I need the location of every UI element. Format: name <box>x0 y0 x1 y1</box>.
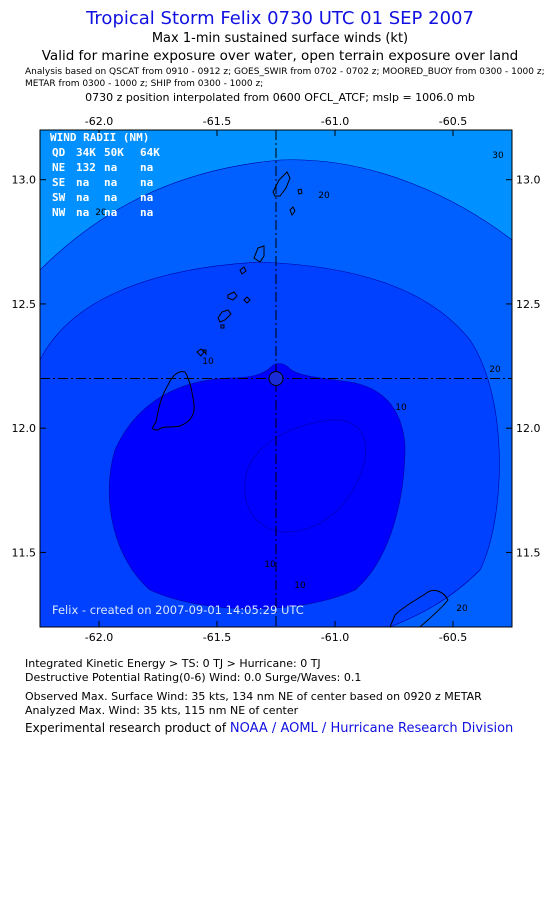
islet-2-coastline <box>289 206 296 217</box>
map-axes: -62.0 -62.0 -61.5 -61.5 -61.0 -61.0 -60.5 -60.5… <box>12 115 541 644</box>
contour-label: 30 <box>492 151 504 161</box>
y-tick-label: 13.0 <box>516 174 541 187</box>
wind-radii-cell: na <box>140 161 153 174</box>
wind-radii-cell: NE <box>52 161 65 174</box>
analyzed-max-wind: Analyzed Max. Wind: 35 kts, 115 nm NE of… <box>25 704 299 717</box>
wind-radii-header-cell: 50K <box>104 146 124 159</box>
wind-radii-title: WIND RADII (NM) <box>50 131 149 144</box>
x-tick-label: -61.5 <box>203 115 231 128</box>
position-line: 0730 z position interpolated from 0600 O… <box>85 91 475 104</box>
tobago-coastline <box>389 589 449 627</box>
contour-label: 10 <box>395 403 407 413</box>
wind-radii-table: WIND RADII (NM) QD 34K 50K 64K NE 132 na na SE na… <box>50 131 160 219</box>
st-vincent-coastline <box>272 171 291 197</box>
ike-line: Integrated Kinetic Energy > TS: 0 TJ > H… <box>25 657 321 670</box>
wind-radii-cell: NW <box>52 206 66 219</box>
coastlines <box>152 171 449 627</box>
credit-line: Experimental research product of NOAA / … <box>25 721 513 736</box>
wind-radii-cell: na <box>76 206 89 219</box>
map-subtitle: Max 1-min sustained surface winds (kt) <box>151 31 409 46</box>
wind-radii-cell: SW <box>52 191 66 204</box>
map-title: Tropical Storm Felix 0730 UTC 01 SEP 200… <box>86 8 474 29</box>
contour-label: 10 <box>294 581 306 591</box>
x-tick-label: -60.5 <box>439 115 467 128</box>
wind-radii-header-cell: 64K <box>140 146 160 159</box>
y-tick-label: 12.5 <box>516 298 541 311</box>
carriacou-coastline <box>196 348 207 357</box>
wind-radii-cell: na <box>104 176 117 189</box>
wind-radii-cell: na <box>140 191 153 204</box>
wind-radii-header: QD 34K 50K 64K <box>52 146 160 159</box>
grenadines-mid-coastline <box>227 291 251 304</box>
contour-labels: 10 10 10 10 20 20 20 20 30 <box>95 151 504 614</box>
islet-coastline <box>297 188 303 195</box>
y-tick-label: 12.0 <box>516 422 541 435</box>
wind-radii-cell: na <box>104 161 117 174</box>
contour-label: 20 <box>95 208 107 218</box>
wind-radii-cell: 132 <box>76 161 96 174</box>
wind-radii-header-cell: QD <box>52 146 66 159</box>
bequia-coastline <box>253 245 265 263</box>
y-tick-label: 13.0 <box>12 174 37 187</box>
analysis-sources: Analysis based on QSCAT from 0910 - 0912… <box>25 66 545 90</box>
x-tick-label: -60.5 <box>439 631 467 644</box>
wind-contours: 10 10 10 10 20 20 20 20 30 <box>40 130 512 627</box>
y-tick-label: 11.5 <box>516 546 541 559</box>
storm-center-marker <box>268 371 284 386</box>
contour-label: 10 <box>264 560 276 570</box>
wind-radii-header-cell: 34K <box>76 146 96 159</box>
wind-radii-cell: na <box>76 176 89 189</box>
wind-radii-cell: SE <box>52 176 65 189</box>
observed-max-wind: Observed Max. Surface Wind: 35 kts, 134 … <box>25 690 482 703</box>
credit-prefix: Experimental research product of <box>25 721 230 735</box>
wind-core <box>244 419 367 533</box>
wind-radii-cell: na <box>140 206 153 219</box>
map-credit: Felix - created on 2007-09-01 14:05:29 U… <box>52 603 304 617</box>
hrd-link[interactable]: NOAA / AOML / Hurricane Research Divisio… <box>229 721 514 736</box>
wind-radii-cell: na <box>104 206 117 219</box>
x-tick-label: -61.0 <box>321 115 349 128</box>
valid-for-line: Valid for marine exposure over water, op… <box>41 48 519 64</box>
wind-radii-cell: na <box>104 191 117 204</box>
wind-radii-row: NE 132 na na <box>52 161 153 174</box>
x-tick-label: -62.0 <box>85 115 113 128</box>
storm-center-crosshair <box>40 130 512 627</box>
grenada-coastline <box>152 371 195 431</box>
dpr-line: Destructive Potential Rating(0-6) Wind: … <box>25 671 362 684</box>
x-tick-label: -61.0 <box>321 631 349 644</box>
x-tick-label: -62.0 <box>85 631 113 644</box>
grenadines-south-coastline <box>217 309 232 329</box>
wind-radii-row: SE na na na <box>52 176 153 189</box>
wind-radii-row: SW na na na <box>52 191 153 204</box>
analysis-line-2: METAR from 0300 - 1000 z; SHIP from 0300… <box>25 79 264 89</box>
contour-label: 20 <box>318 191 330 201</box>
mustique-coastline <box>239 266 247 275</box>
y-tick-label: 11.5 <box>12 546 37 559</box>
y-tick-label: 12.0 <box>12 422 37 435</box>
contour-label: 10 <box>202 357 214 367</box>
analysis-line-1: Analysis based on QSCAT from 0910 - 0912… <box>25 67 545 77</box>
wind-radii-cell: na <box>76 191 89 204</box>
contour-label: 20 <box>456 604 468 614</box>
wind-radii-cell: na <box>140 176 153 189</box>
wind-radii-rows: QD 34K 50K 64K NE 132 na na SE na na na SW na na na NW na… <box>52 146 160 219</box>
contour-label: 20 <box>489 365 501 375</box>
wind-radii-row: NW na na na <box>52 206 153 219</box>
y-tick-label: 12.5 <box>12 298 37 311</box>
x-tick-label: -61.5 <box>203 631 231 644</box>
